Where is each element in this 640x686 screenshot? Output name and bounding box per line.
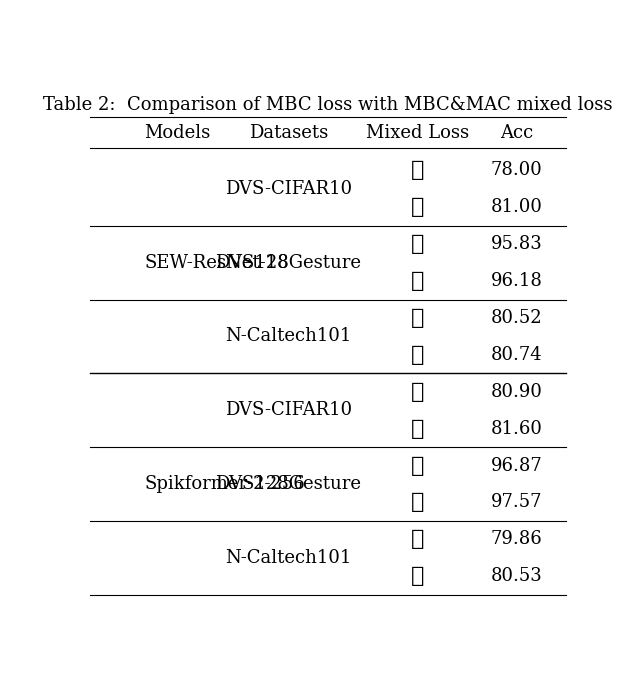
Text: Models: Models — [145, 123, 211, 141]
Text: 97.57: 97.57 — [491, 493, 542, 512]
Text: ✓: ✓ — [411, 565, 424, 587]
Text: ✗: ✗ — [411, 455, 424, 477]
Text: DVS-CIFAR10: DVS-CIFAR10 — [225, 401, 352, 419]
Text: ✓: ✓ — [411, 418, 424, 440]
Text: 80.74: 80.74 — [491, 346, 542, 364]
Text: 96.18: 96.18 — [490, 272, 543, 290]
Text: ✗: ✗ — [411, 159, 424, 182]
Text: Table 2:  Comparison of MBC loss with MBC&MAC mixed loss: Table 2: Comparison of MBC loss with MBC… — [44, 95, 612, 113]
Text: 80.90: 80.90 — [490, 383, 543, 401]
Text: SEW-ResNet-18: SEW-ResNet-18 — [145, 254, 289, 272]
Text: N-Caltech101: N-Caltech101 — [225, 327, 351, 346]
Text: ✗: ✗ — [411, 233, 424, 255]
Text: DVS-CIFAR10: DVS-CIFAR10 — [225, 180, 352, 198]
Text: 79.86: 79.86 — [491, 530, 542, 548]
Text: 80.52: 80.52 — [491, 309, 542, 327]
Text: ✓: ✓ — [411, 270, 424, 292]
Text: 96.87: 96.87 — [491, 457, 542, 475]
Text: Datasets: Datasets — [249, 123, 328, 141]
Text: ✓: ✓ — [411, 491, 424, 514]
Text: ✓: ✓ — [411, 344, 424, 366]
Text: ✗: ✗ — [411, 307, 424, 329]
Text: ✓: ✓ — [411, 196, 424, 218]
Text: ✗: ✗ — [411, 528, 424, 550]
Text: 78.00: 78.00 — [491, 161, 542, 180]
Text: 81.60: 81.60 — [490, 420, 543, 438]
Text: Spikformer-2-256: Spikformer-2-256 — [145, 475, 305, 493]
Text: Mixed Loss: Mixed Loss — [365, 123, 469, 141]
Text: 80.53: 80.53 — [491, 567, 542, 585]
Text: 81.00: 81.00 — [490, 198, 543, 216]
Text: DVS128Gesture: DVS128Gesture — [215, 254, 362, 272]
Text: DVS128Gesture: DVS128Gesture — [215, 475, 362, 493]
Text: Acc: Acc — [500, 123, 533, 141]
Text: N-Caltech101: N-Caltech101 — [225, 549, 351, 567]
Text: ✗: ✗ — [411, 381, 424, 403]
Text: 95.83: 95.83 — [491, 235, 542, 253]
